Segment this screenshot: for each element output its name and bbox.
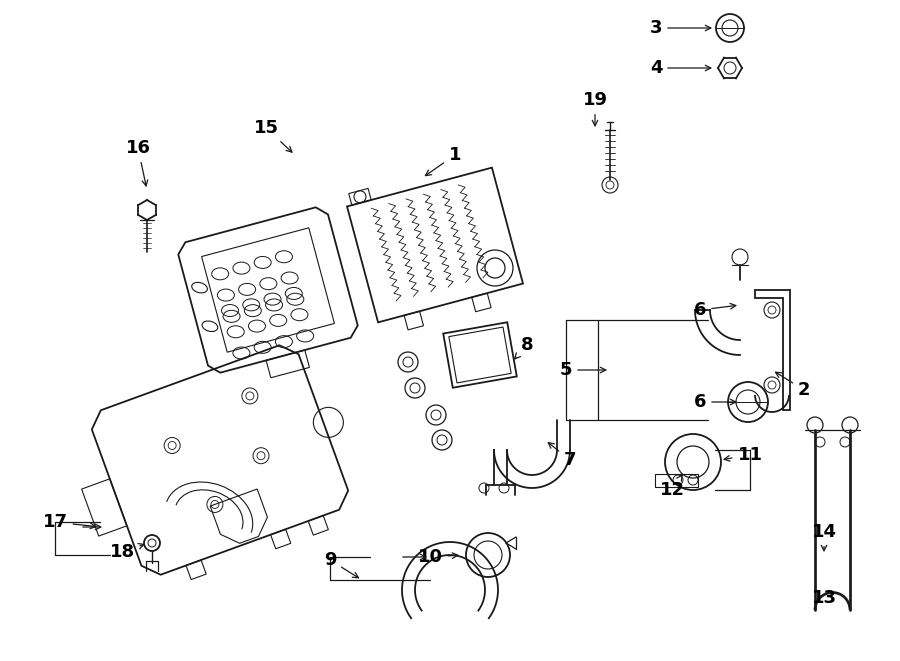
Text: 3: 3 <box>650 19 711 37</box>
Text: 1: 1 <box>426 146 461 176</box>
Text: 6: 6 <box>694 393 736 411</box>
Text: 2: 2 <box>776 372 810 399</box>
Text: 8: 8 <box>515 336 534 359</box>
Text: 4: 4 <box>650 59 711 77</box>
Text: 5: 5 <box>560 361 606 379</box>
Text: 6: 6 <box>694 301 736 319</box>
Text: 10: 10 <box>418 548 458 566</box>
Text: 11: 11 <box>724 446 762 464</box>
Text: 12: 12 <box>660 475 685 499</box>
Text: 7: 7 <box>548 443 576 469</box>
Text: 17: 17 <box>42 513 95 531</box>
Text: 19: 19 <box>582 91 608 126</box>
Text: 13: 13 <box>812 589 836 607</box>
Text: 16: 16 <box>125 139 150 186</box>
Text: 9: 9 <box>324 551 358 578</box>
Text: 14: 14 <box>812 523 836 551</box>
Text: 15: 15 <box>254 119 292 152</box>
Text: 18: 18 <box>110 543 144 561</box>
